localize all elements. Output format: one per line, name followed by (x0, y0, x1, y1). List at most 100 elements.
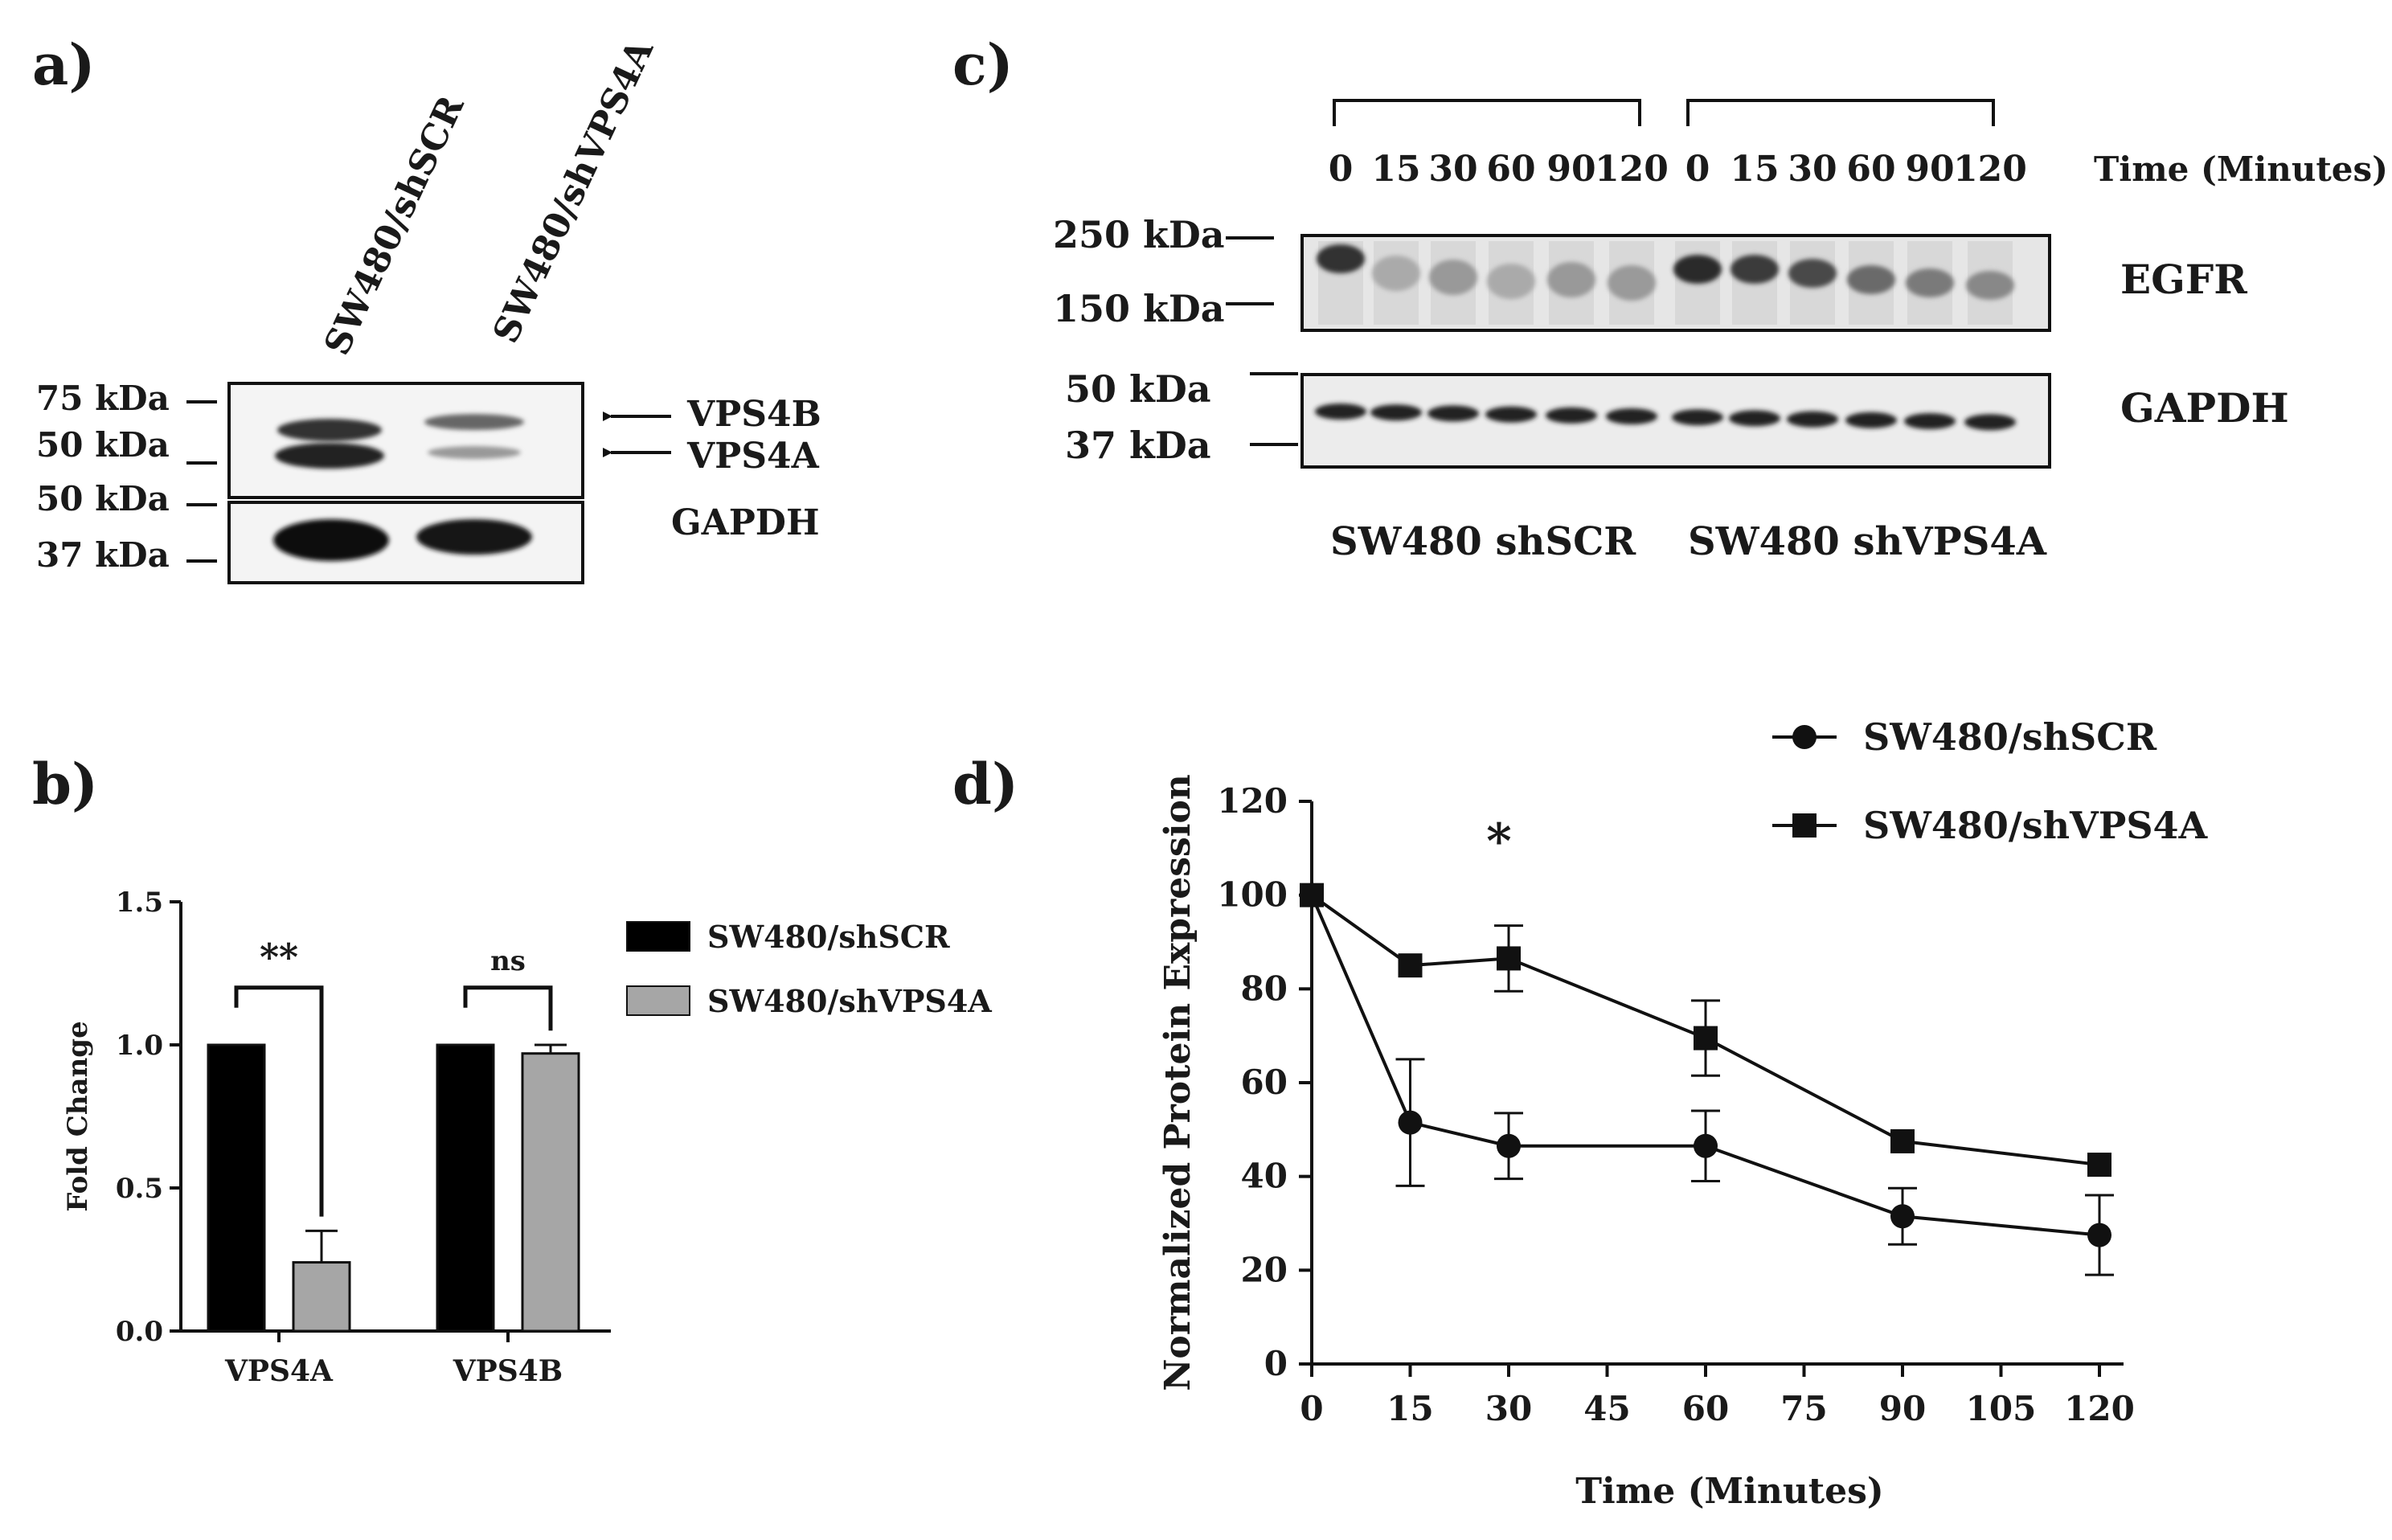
x-tick-label: 90 (1879, 1389, 1926, 1428)
egfr-band (1487, 264, 1535, 299)
bar (207, 1043, 266, 1333)
gapdh-c-band (1787, 411, 1838, 428)
time-axis-label: Time (Minutes) (2094, 149, 2388, 189)
band-vps4b-shscr (277, 419, 382, 441)
time-point-label: 15 (1371, 149, 1420, 190)
time-point-label: 0 (1685, 149, 1710, 190)
significance-annotation: * (1486, 813, 1511, 870)
egfr-band (1847, 265, 1895, 294)
blot-label-gapdh-c: GAPDH (2120, 384, 2289, 432)
data-point (1398, 1110, 1423, 1135)
data-point (1694, 1026, 1718, 1051)
y-tick-label: 1.5 (116, 887, 163, 919)
series-line (1310, 894, 2100, 1167)
gapdh-c-band (1485, 406, 1537, 423)
legend-swatch (626, 985, 690, 1016)
bar-chart-fold-change: 0.0 0.5 1.0 1.5 Fold Change VPS4A ** VPS4B ns SW4… (62, 887, 992, 1388)
band-gapdh-shvps4a (416, 519, 532, 555)
gapdh-c-band (1672, 409, 1723, 426)
egfr-band (1788, 259, 1837, 288)
bracket-shscr (1333, 99, 1641, 126)
legend-label: SW480/shSCR (1863, 715, 2157, 759)
bracket-shvps4a (1686, 99, 1995, 126)
legend-label: SW480/shVPS4A (707, 983, 992, 1019)
gapdh-c-band (1845, 412, 1897, 428)
egfr-band (1731, 255, 1779, 284)
egfr-band (1608, 265, 1656, 301)
y-tick-label: 100 (1217, 875, 1288, 915)
data-point (1890, 1128, 1915, 1153)
gapdh-c-bands (1315, 403, 2016, 431)
legend-swatch (626, 921, 690, 952)
x-tick-label: 75 (1780, 1389, 1827, 1428)
egfr-band (1547, 262, 1595, 297)
gapdh-c-band (1546, 407, 1597, 424)
gapdh-c-band (1729, 410, 1780, 427)
marker-150kda: 150 kDa (1053, 287, 1225, 330)
egfr-band (1966, 271, 2014, 300)
data-point (2087, 1153, 2111, 1178)
data-point (1497, 1133, 1521, 1158)
time-point-label: 60 (1846, 149, 1895, 190)
x-tick-label: 60 (1682, 1389, 1729, 1428)
gapdh-c-band (1315, 403, 1366, 420)
time-point-label: 30 (1788, 149, 1837, 190)
band-gapdh-shscr (273, 519, 389, 561)
data-point (1300, 883, 1324, 907)
y-axis-label: Fold Change (62, 1021, 94, 1211)
blot-vps4-box (227, 382, 584, 499)
y-tick-label: 0 (1264, 1344, 1288, 1383)
band-vps4a-shscr (275, 443, 384, 469)
bar (436, 1043, 495, 1333)
marker-75kda: 75 kDa (36, 379, 170, 418)
marker-37kda-c: 37 kDa (1065, 424, 1211, 467)
significance-bracket (463, 985, 553, 1031)
data-point (2087, 1223, 2111, 1247)
time-point-label: 90 (1546, 149, 1595, 190)
y-tick-label: 120 (1217, 781, 1288, 821)
time-point-label: 15 (1730, 149, 1779, 190)
data-point (1694, 1133, 1718, 1158)
x-tick-label: 105 (1966, 1389, 2037, 1428)
egfr-band (1317, 244, 1365, 273)
panel-label-b: b) (32, 751, 98, 817)
significance-label: ns (490, 945, 526, 977)
group-label-shvps4a: SW480 shVPS4A (1688, 519, 2047, 564)
lane-label-shscr: SW480/shSCR (317, 89, 473, 361)
x-axis-label: Time (Minutes) (1575, 1471, 1883, 1512)
time-point-label: 90 (1905, 149, 1954, 190)
legend-label: SW480/shSCR (707, 919, 950, 955)
x-tick-label: 45 (1583, 1389, 1630, 1428)
y-tick-label: 0.5 (116, 1173, 163, 1205)
significance-label: ** (260, 936, 298, 979)
band-label-vps4a: VPS4A (686, 436, 820, 477)
band-vps4b-shvps4a (424, 414, 524, 430)
y-tick-label: 60 (1241, 1063, 1288, 1102)
y-tick-label: 20 (1241, 1250, 1288, 1289)
x-tick-label: VPS4A (224, 1354, 334, 1388)
egfr-band (1673, 255, 1722, 284)
gapdh-c-band (1370, 404, 1422, 421)
gapdh-c-band (1427, 405, 1479, 422)
x-tick-label: 0 (1300, 1389, 1323, 1428)
time-point-label: 120 (1953, 149, 2027, 190)
egfr-band (1429, 260, 1477, 295)
gapdh-c-band (1964, 414, 2016, 431)
x-tick-label: 30 (1485, 1389, 1532, 1428)
line-chart-egfr-expression: 0 20 40 60 80 100 120 0 15 30 45 60 75 90 105 120 Time (… (1157, 715, 2209, 1512)
legend-label: SW480/shVPS4A (1863, 804, 2209, 847)
time-point-label: 0 (1329, 149, 1354, 190)
bar (521, 1052, 580, 1333)
y-tick-label: 1.0 (116, 1030, 163, 1062)
band-vps4a-shvps4a (428, 446, 521, 459)
marker-50kda-c: 50 kDa (1065, 367, 1211, 411)
marker-50kda-bottom: 50 kDa (36, 479, 170, 518)
band-label-gapdh: GAPDH (671, 502, 820, 543)
group-label-shscr: SW480 shSCR (1330, 519, 1636, 564)
egfr-band (1906, 268, 1954, 297)
legend-marker (1792, 813, 1817, 838)
bar (292, 1261, 351, 1333)
y-tick-label: 0.0 (116, 1316, 163, 1348)
